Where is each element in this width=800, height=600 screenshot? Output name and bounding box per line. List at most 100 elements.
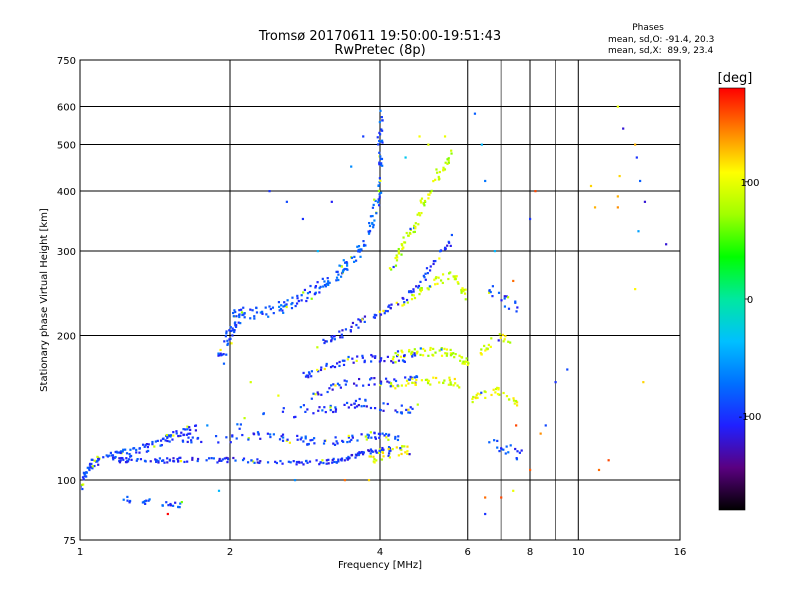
echo-point xyxy=(269,433,272,436)
echo-point xyxy=(397,385,400,388)
echo-point xyxy=(239,322,242,325)
colorbar xyxy=(718,87,746,511)
echo-point xyxy=(498,333,501,336)
echo-point xyxy=(358,397,361,401)
echo-point xyxy=(171,438,174,441)
echo-point xyxy=(361,354,364,357)
echo-point xyxy=(128,453,131,456)
echo-point xyxy=(381,164,384,167)
echo-point xyxy=(449,244,452,247)
echo-point xyxy=(494,391,497,394)
echo-point xyxy=(493,250,497,253)
echo-point xyxy=(387,452,391,455)
echo-point xyxy=(307,374,310,377)
echo-point xyxy=(191,436,194,439)
echo-point xyxy=(243,312,246,315)
echo-point xyxy=(665,243,668,246)
echo-point xyxy=(306,296,309,300)
echo-point xyxy=(450,152,453,155)
echo-point xyxy=(396,353,400,357)
echo-point xyxy=(484,179,487,183)
echo-point xyxy=(139,458,143,461)
echo-point xyxy=(420,379,424,382)
echo-point xyxy=(97,463,100,466)
echo-point xyxy=(387,438,390,441)
echo-point xyxy=(118,451,121,454)
echo-point xyxy=(382,309,385,313)
echo-point xyxy=(375,451,378,454)
echo-point xyxy=(411,381,414,384)
echo-point xyxy=(360,433,363,436)
echo-point xyxy=(364,435,367,438)
echo-point xyxy=(226,343,229,347)
echo-point xyxy=(230,342,233,345)
echo-point xyxy=(241,433,244,437)
echo-point xyxy=(388,267,392,270)
echo-point xyxy=(351,357,354,360)
echo-point xyxy=(355,454,358,457)
echo-point xyxy=(336,270,339,273)
echo-point xyxy=(479,351,482,355)
echo-point xyxy=(483,390,486,393)
echo-point xyxy=(337,460,340,463)
echo-point xyxy=(331,461,334,464)
echo-point xyxy=(372,455,375,458)
echo-point xyxy=(446,244,449,247)
echo-point xyxy=(307,371,311,374)
echo-point xyxy=(361,318,364,321)
echo-point xyxy=(330,335,333,338)
echo-point xyxy=(347,436,351,439)
echo-point xyxy=(329,408,332,412)
echo-point xyxy=(417,286,420,289)
echo-point xyxy=(84,475,87,478)
echo-point xyxy=(429,191,432,194)
echo-point xyxy=(318,287,321,290)
echo-point xyxy=(184,428,187,431)
echo-point xyxy=(408,411,412,414)
echo-point xyxy=(434,259,437,263)
echo-point xyxy=(396,438,400,442)
echo-point xyxy=(308,372,311,375)
echo-point xyxy=(316,281,319,284)
echo-point xyxy=(493,439,496,442)
echo-point xyxy=(461,287,464,290)
echo-point xyxy=(454,276,457,279)
echo-point xyxy=(338,360,341,364)
echo-point xyxy=(171,504,175,507)
echo-point xyxy=(322,461,325,465)
echo-point xyxy=(377,451,381,455)
echo-point xyxy=(316,346,319,349)
echo-point xyxy=(229,325,232,329)
stats-line-o: mean, sd,O: -91.4, 20.3 xyxy=(608,35,714,45)
echo-point xyxy=(205,459,208,462)
echo-point xyxy=(232,315,235,318)
echo-point xyxy=(402,303,406,306)
echo-point xyxy=(380,357,383,360)
echo-point xyxy=(371,355,374,358)
echo-point xyxy=(457,282,460,285)
echo-point xyxy=(81,476,85,479)
echo-point xyxy=(316,368,319,372)
echo-point xyxy=(505,295,508,298)
echo-point xyxy=(435,168,438,171)
echo-point xyxy=(426,380,430,383)
echo-point xyxy=(379,163,383,167)
echo-point xyxy=(319,461,322,464)
echo-point xyxy=(341,336,344,339)
echo-point xyxy=(94,460,98,463)
echo-point xyxy=(427,288,430,291)
echo-point xyxy=(634,288,637,291)
echo-point xyxy=(324,410,327,414)
echo-point xyxy=(322,285,325,288)
echo-point xyxy=(400,243,403,246)
echo-point xyxy=(165,433,168,437)
echo-point xyxy=(169,435,172,438)
echo-point xyxy=(249,308,252,311)
echo-point xyxy=(297,299,300,303)
echo-point xyxy=(145,450,148,453)
echo-point xyxy=(512,489,515,492)
y-tick-label: 600 xyxy=(57,103,76,114)
echo-point xyxy=(331,337,334,340)
echo-point xyxy=(634,143,637,146)
echo-point xyxy=(516,450,519,453)
